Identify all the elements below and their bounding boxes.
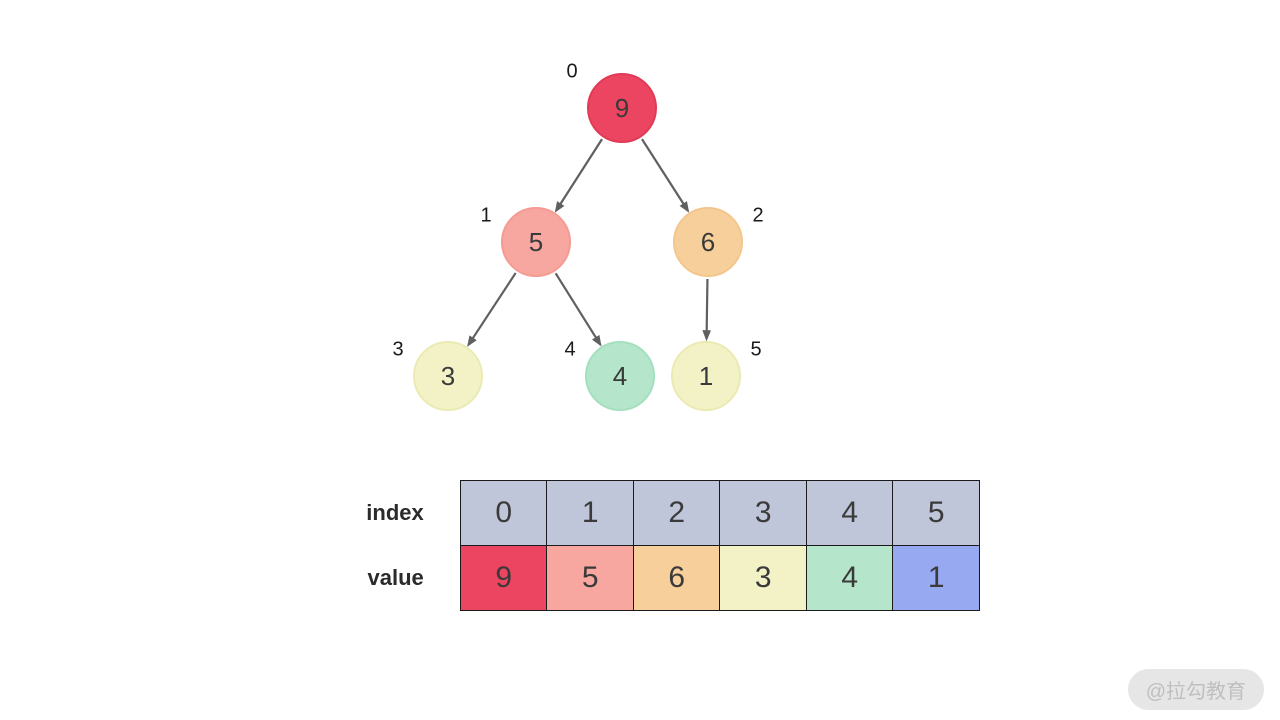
tree-node-index: 3 (392, 339, 403, 362)
tree-node-index: 4 (564, 339, 575, 362)
tree-edge (556, 139, 602, 211)
tree-edge (468, 273, 515, 345)
value-cell: 6 (633, 545, 721, 611)
table-row: value956341 (300, 546, 981, 611)
tree-node-1: 51 (501, 207, 571, 277)
index-cell: 1 (546, 480, 634, 546)
value-cell: 9 (460, 545, 548, 611)
table-row-label: index (300, 500, 460, 526)
tree-node-value: 9 (615, 93, 629, 124)
value-cell: 5 (546, 545, 634, 611)
tree-node-index: 5 (750, 339, 761, 362)
value-cell: 1 (892, 545, 980, 611)
table-row: index012345 (300, 480, 981, 546)
tree-node-value: 1 (699, 361, 713, 392)
index-cell: 2 (633, 480, 721, 546)
array-table: index012345value956341 (0, 480, 1280, 611)
tree-node-value: 6 (701, 227, 715, 258)
tree-node-2: 62 (673, 207, 743, 277)
tree-edge (642, 139, 688, 211)
tree-diagram: 905162334415 (0, 0, 1280, 460)
table-row-label: value (300, 565, 460, 591)
index-cell: 3 (719, 480, 807, 546)
tree-node-index: 1 (480, 205, 491, 228)
tree-node-value: 4 (613, 361, 627, 392)
tree-edge (707, 279, 708, 339)
tree-node-0: 90 (587, 73, 657, 143)
tree-node-4: 44 (585, 341, 655, 411)
tree-node-value: 3 (441, 361, 455, 392)
index-cell: 4 (806, 480, 894, 546)
index-cell: 5 (892, 480, 980, 546)
tree-node-index: 0 (566, 61, 577, 84)
tree-node-5: 15 (671, 341, 741, 411)
value-cell: 4 (806, 545, 894, 611)
index-cell: 0 (460, 480, 548, 546)
watermark-badge: @拉勾教育 (1128, 669, 1264, 710)
tree-node-value: 5 (529, 227, 543, 258)
watermark-text: @拉勾教育 (1146, 681, 1246, 703)
tree-node-index: 2 (752, 205, 763, 228)
tree-edge (556, 273, 601, 344)
tree-node-3: 33 (413, 341, 483, 411)
value-cell: 3 (719, 545, 807, 611)
